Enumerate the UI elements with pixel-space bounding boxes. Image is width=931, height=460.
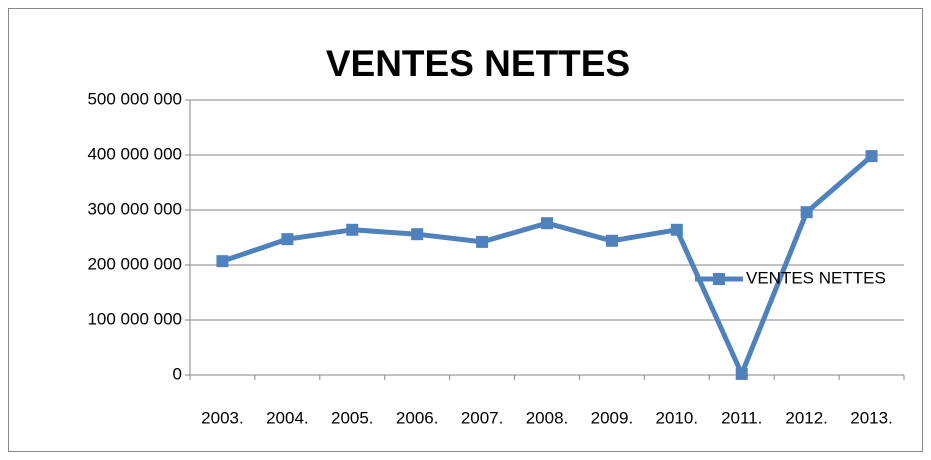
data-point	[216, 255, 229, 268]
y-tick-label: 400 000 000	[87, 144, 182, 163]
legend-marker	[713, 273, 725, 285]
data-point	[346, 223, 359, 236]
x-tick-label: 2009.	[591, 408, 634, 427]
x-tick-label: 2011.	[721, 408, 762, 427]
x-tick-label: 2013.	[850, 408, 893, 427]
y-tick-label: 500 000 000	[87, 89, 182, 108]
legend-label: VENTES NETTES	[746, 268, 886, 287]
data-point	[800, 206, 813, 219]
x-tick-label: 2010.	[656, 408, 699, 427]
x-tick-label: 2012.	[785, 408, 828, 427]
data-point	[281, 233, 294, 246]
x-tick-label: 2004.	[266, 408, 309, 427]
y-tick-label: 100 000 000	[87, 309, 182, 328]
data-point	[670, 223, 683, 236]
x-tick-label: 2006.	[396, 408, 439, 427]
data-point	[541, 217, 553, 230]
data-point	[735, 367, 748, 380]
chart-border	[8, 8, 923, 452]
x-tick-label: 2008.	[526, 408, 569, 427]
data-point	[865, 150, 878, 163]
data-point	[476, 235, 489, 248]
x-tick-label: 2003.	[201, 408, 244, 427]
y-tick-label: 0	[173, 364, 182, 383]
data-point	[411, 228, 424, 241]
x-tick-label: 2007.	[461, 408, 504, 427]
y-tick-label: 200 000 000	[87, 254, 182, 273]
data-point	[605, 234, 618, 247]
x-tick-label: 2005.	[331, 408, 374, 427]
chart-title: VENTES NETTES	[326, 43, 630, 84]
y-tick-label: 300 000 000	[87, 199, 182, 218]
